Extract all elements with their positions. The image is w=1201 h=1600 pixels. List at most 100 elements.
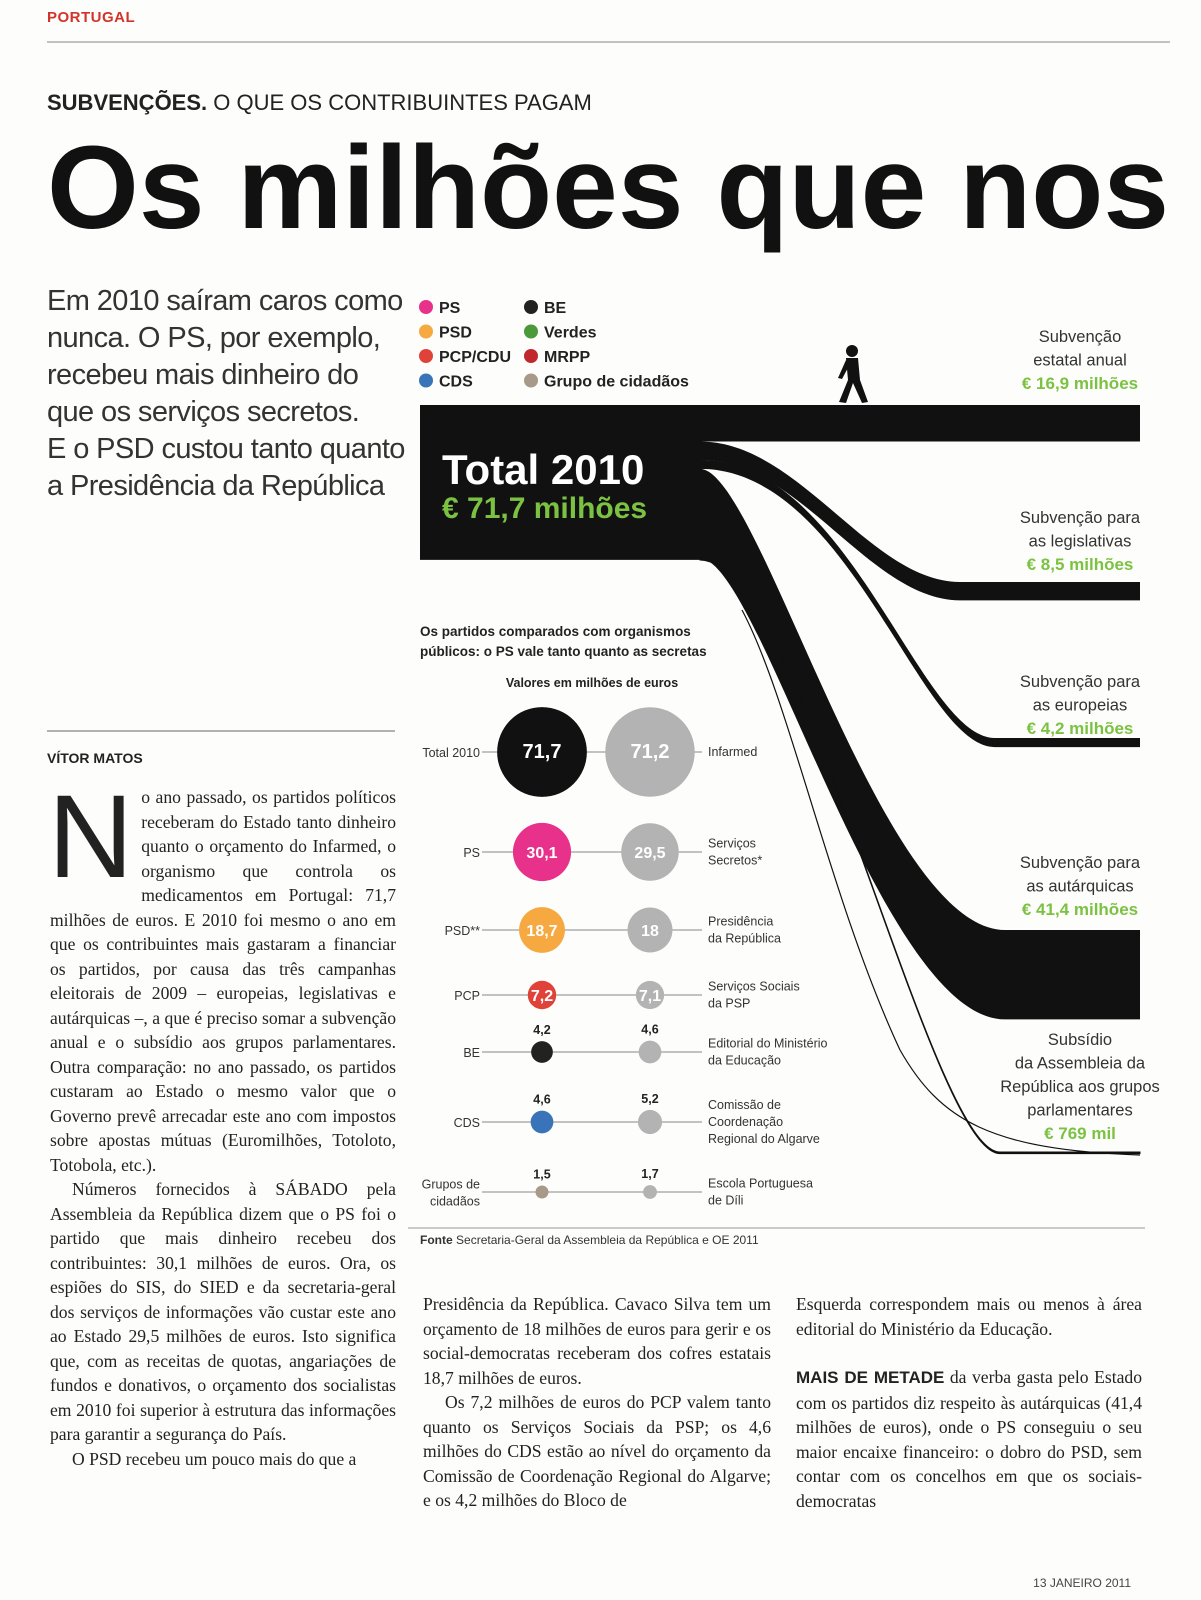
- kicker: SUBVENÇÕES. O QUE OS CONTRIBUINTES PAGAM: [47, 90, 592, 116]
- standfirst-line: E o PSD custou tanto quanto: [47, 433, 405, 465]
- party-label: CDS: [454, 1116, 480, 1130]
- party-bubble-label: 18,7: [526, 923, 557, 940]
- flow-branch: [699, 557, 1141, 1155]
- party-bubble-label: 30,1: [526, 845, 557, 862]
- org-bubble-label: 29,5: [634, 845, 665, 862]
- footer-date: 13 JANEIRO 2011: [1033, 1576, 1131, 1590]
- org-label: Serviços: [708, 837, 756, 851]
- org-bubble: [621, 823, 679, 881]
- party-bubble-label: 1,5: [533, 1168, 550, 1182]
- org-label: da PSP: [708, 997, 750, 1011]
- standfirst-line: nunca. O PS, por exemplo,: [47, 322, 381, 354]
- org-label: de Díli: [708, 1194, 743, 1208]
- flow-branch-label: as legislativas: [1029, 533, 1132, 551]
- org-bubble: [638, 1040, 662, 1064]
- org-bubble-label: 18: [641, 923, 659, 940]
- byline: VÍTOR MATOS: [47, 750, 143, 766]
- org-bubble: [637, 1109, 663, 1135]
- legend-label: Grupo de cidadãos: [544, 374, 689, 391]
- org-label: Escola Portuguesa: [708, 1177, 813, 1191]
- org-bubble-label: 4,6: [641, 1023, 658, 1037]
- legend-label: PS: [439, 300, 461, 317]
- flow-branch-label: Subvenção para: [1020, 673, 1141, 691]
- org-bubble: [627, 907, 673, 953]
- headline: Os milhões que nos: [47, 122, 1169, 254]
- party-label: BE: [463, 1046, 480, 1060]
- legend-swatch: [419, 300, 433, 314]
- legend-label: BE: [544, 300, 567, 317]
- standfirst-line: a Presidência da República: [47, 470, 385, 502]
- source-lead: Fonte: [420, 1233, 453, 1247]
- kicker-lead: SUBVENÇÕES.: [47, 90, 208, 115]
- org-bubble-label: 5,2: [641, 1092, 658, 1106]
- paragraph: Esquerda correspondem mais ou menos à ár…: [796, 1294, 1142, 1339]
- legend-swatch: [524, 349, 538, 363]
- standfirst-line: que os serviços secretos.: [47, 396, 360, 428]
- paragraph: Os 7,2 milhões de euros do PCP valem tan…: [423, 1392, 771, 1510]
- flow-trunk: [420, 405, 702, 560]
- legend-label: MRPP: [544, 349, 591, 366]
- source-text: Secretaria-Geral da Assembleia da Repúbl…: [456, 1233, 759, 1247]
- walker-icon: [838, 345, 868, 403]
- flow-branch-value: € 16,9 milhões: [1022, 374, 1138, 393]
- flow-branch-label: estatal anual: [1033, 352, 1127, 370]
- paragraph: o ano passado, os partidos políticos rec…: [50, 787, 396, 1175]
- party-bubble: [527, 980, 557, 1010]
- paragraph: MAIS DE METADE da verba gasta pelo Estad…: [796, 1365, 1142, 1513]
- paragraph-lead: MAIS DE METADE: [796, 1368, 945, 1387]
- flow-branch: [700, 405, 1140, 442]
- party-bubble: [535, 1185, 549, 1199]
- flow-branch-value: € 8,5 milhões: [1027, 555, 1134, 574]
- legend-swatch: [419, 349, 433, 363]
- flow-branch-label: República aos grupos: [1000, 1078, 1160, 1096]
- org-label: Comissão de: [708, 1098, 781, 1112]
- flow-total-value: € 71,7 milhões: [442, 492, 647, 525]
- paragraph-text: da verba gasta pelo Estado com os partid…: [796, 1367, 1142, 1511]
- org-bubble: [643, 1185, 657, 1199]
- org-bubble: [635, 980, 665, 1010]
- paragraph: Números fornecidos à SÁBADO pela Assembl…: [50, 1179, 396, 1444]
- party-bubble: [531, 1041, 553, 1063]
- comparison-subtitle: Valores em milhões de euros: [506, 676, 678, 690]
- flow-branch-label: as europeias: [1033, 697, 1127, 715]
- party-bubble: [519, 907, 565, 953]
- guide-line: [741, 609, 1141, 1156]
- party-label: Total 2010: [422, 746, 480, 760]
- flow-branch-label: Subvenção: [1039, 328, 1122, 346]
- party-label: PS: [463, 846, 480, 860]
- org-label: da República: [708, 932, 781, 946]
- party-bubble-label: 4,6: [533, 1093, 550, 1107]
- paragraph: O PSD recebeu um pouco mais do que a: [72, 1448, 357, 1469]
- standfirst: Em 2010 saíram caros como nunca. O PS, p…: [47, 283, 405, 505]
- flow-branch-value: € 769 mil: [1044, 1124, 1116, 1143]
- party-bubble: [530, 1110, 554, 1134]
- column: N o ano passado, os partidos políticos r…: [48, 771, 396, 1471]
- legend-label: PSD: [439, 325, 472, 342]
- org-bubble-label: 1,7: [641, 1167, 658, 1181]
- flow-branch-value: € 4,2 milhões: [1027, 719, 1134, 738]
- drop-cap: N: [48, 771, 134, 903]
- flow-branch-label: da Assembleia da: [1015, 1055, 1146, 1073]
- legend-label: Verdes: [544, 325, 597, 342]
- legend-swatch: [524, 300, 538, 314]
- column: Esquerda correspondem mais ou menos à ár…: [796, 1292, 1142, 1513]
- org-bubble-label: 71,2: [631, 741, 670, 763]
- legend-swatch: [524, 324, 538, 339]
- org-bubble-label: 7,1: [639, 988, 661, 1005]
- flow-branch: [700, 468, 1140, 1020]
- source: Fonte Secretaria-Geral da Assembleia da …: [420, 1233, 759, 1247]
- party-label: PSD**: [445, 924, 481, 938]
- comparison-title: Os partidos comparados com organismos: [420, 624, 691, 639]
- party-bubble: [497, 707, 587, 797]
- party-label: cidadãos: [430, 1195, 480, 1209]
- flow-branch: [700, 441, 1140, 601]
- org-label: Presidência: [708, 915, 773, 929]
- legend-swatch: [419, 324, 433, 339]
- flow-branch-label: Subvenção para: [1020, 509, 1141, 527]
- flow-branch-value: € 41,4 milhões: [1022, 900, 1138, 919]
- kicker-text: O QUE OS CONTRIBUINTES PAGAM: [213, 90, 592, 115]
- party-bubble: [512, 822, 572, 882]
- flow-total-label: Total 2010: [442, 446, 644, 493]
